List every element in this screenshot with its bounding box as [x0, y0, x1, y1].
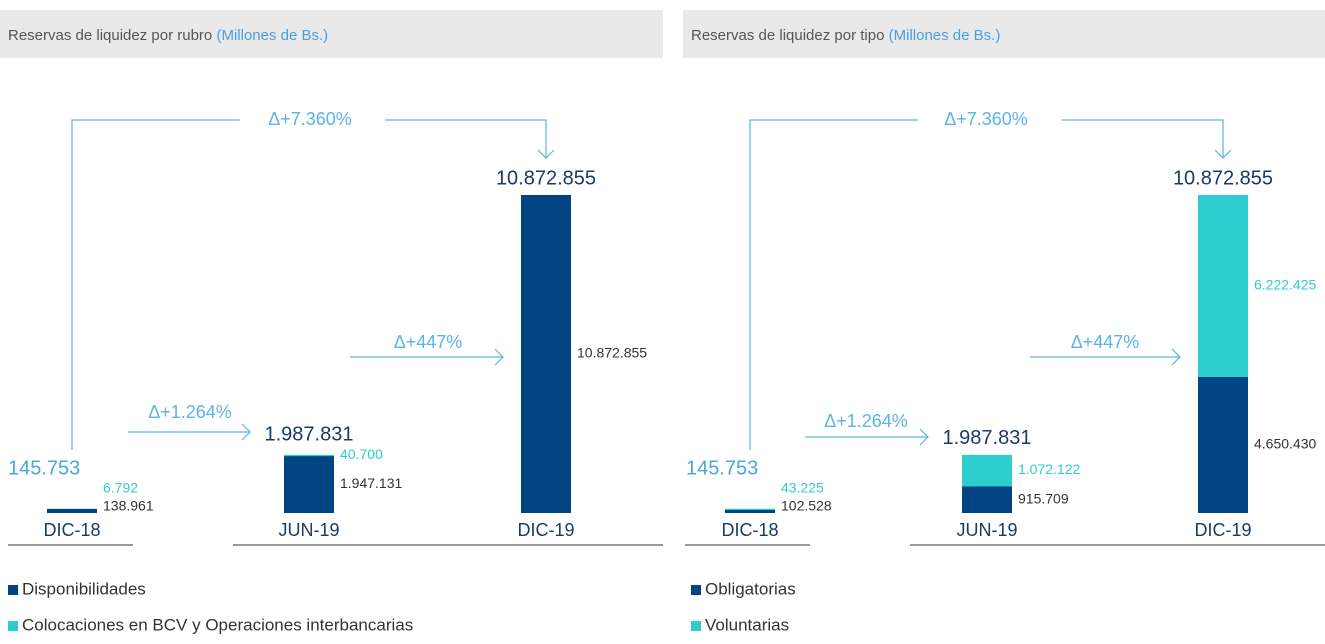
x-tick-label: DIC-18 — [721, 520, 778, 540]
x-tick-label: DIC-19 — [1194, 520, 1251, 540]
header-bar — [683, 10, 1325, 58]
value-label: 40.700 — [340, 446, 383, 462]
annotation: Δ+1.264% — [824, 411, 908, 431]
arrow — [350, 348, 504, 366]
legend-swatch — [8, 585, 18, 595]
subtitle-text: (Millones de Bs.) — [889, 27, 1001, 44]
bar-segment — [725, 508, 775, 511]
legend-label: Obligatorias — [705, 579, 796, 598]
legend-swatch — [691, 585, 701, 595]
legend-swatch — [8, 621, 18, 631]
annotation: Δ+7.360% — [268, 109, 352, 129]
bar-segment — [521, 195, 571, 513]
legend-swatch — [691, 621, 701, 631]
total-label: 145.753 — [686, 457, 758, 479]
title-text: Reservas de liquidez por rubro — [8, 27, 212, 44]
value-label: 138.961 — [103, 498, 154, 514]
bar-segment — [962, 454, 1012, 487]
bar-segment — [284, 456, 334, 513]
arrow — [805, 428, 929, 446]
bar-segment — [1198, 376, 1248, 513]
header-bar — [0, 10, 663, 58]
legend-label: Colocaciones en BCV y Operaciones interb… — [22, 615, 413, 634]
total-label: 1.987.831 — [943, 427, 1032, 449]
value-label: 10.872.855 — [577, 345, 647, 361]
value-label: 1.072.122 — [1018, 461, 1080, 477]
value-label: 6.792 — [103, 480, 138, 496]
total-label: 145.753 — [8, 457, 80, 479]
bar-segment — [962, 486, 1012, 513]
annotation: Δ+1.264% — [148, 402, 232, 422]
total-label: 10.872.855 — [496, 167, 596, 189]
total-label: 1.987.831 — [265, 424, 354, 446]
chart-title: Reservas de liquidez por rubro (Millones… — [8, 27, 328, 44]
x-tick-label: JUN-19 — [956, 520, 1017, 540]
subtitle-text: (Millones de Bs.) — [216, 27, 328, 44]
x-tick-label: JUN-19 — [278, 520, 339, 540]
value-label: 4.650.430 — [1254, 436, 1316, 452]
bar-segment — [284, 454, 334, 457]
x-tick-label: DIC-19 — [517, 520, 574, 540]
bar-segment — [1198, 195, 1248, 377]
annotation: Δ+447% — [394, 332, 463, 352]
total-label: 10.872.855 — [1173, 167, 1273, 189]
chart-title: Reservas de liquidez por tipo (Millones … — [691, 27, 1000, 44]
value-label: 1.947.131 — [340, 475, 402, 491]
bar-segment — [47, 508, 97, 513]
value-label: 6.222.425 — [1254, 277, 1316, 293]
arrow — [71, 119, 555, 450]
annotation: Δ+7.360% — [944, 109, 1028, 129]
legend-label: Disponibilidades — [22, 579, 146, 598]
annotation: Δ+447% — [1071, 332, 1140, 352]
arrow — [1030, 348, 1181, 366]
title-text: Reservas de liquidez por tipo — [691, 27, 884, 44]
x-tick-label: DIC-18 — [43, 520, 100, 540]
value-label: 102.528 — [781, 498, 832, 514]
value-label: 43.225 — [781, 480, 824, 496]
bar-segment — [725, 510, 775, 513]
arrow — [749, 119, 1232, 450]
legend-label: Voluntarias — [705, 615, 789, 634]
value-label: 915.709 — [1018, 490, 1069, 506]
arrow — [128, 423, 251, 441]
